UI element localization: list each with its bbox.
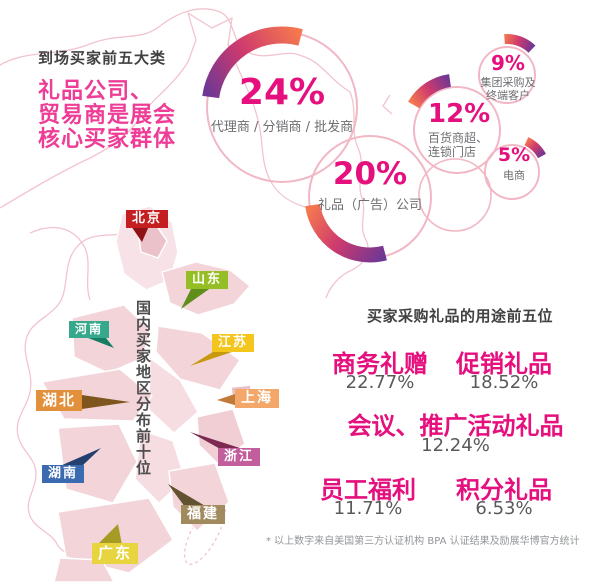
donut-12-percent: 12%: [428, 99, 491, 129]
donut-circle-5: [484, 144, 540, 200]
donut-24-percent: 24%: [238, 72, 326, 113]
map-outline-west-border: [16, 231, 137, 573]
donut-circle-9: [478, 46, 536, 104]
donut-arc-24: [202, 26, 303, 99]
province-tag-fujian: 福建: [181, 505, 225, 525]
section-kicker: 到场买家前五大类: [38, 49, 167, 67]
province-shape-anhui: [148, 357, 199, 434]
donut-9-block: 9% 集团采购及 终端客户: [472, 51, 544, 103]
donut-5-category: 电商: [503, 168, 525, 182]
province-tag-shandong: 山东: [186, 271, 229, 290]
province-tag-jiangsu: 江苏: [212, 334, 255, 353]
purpose-1-value: 22.77%: [345, 372, 415, 393]
map-vertical-title: 国内买家地区分布前十位: [134, 300, 152, 476]
donut-12-category-line2: 连锁门店: [428, 145, 477, 160]
tag-tail-fujian: [168, 484, 207, 507]
tag-tail-jiangsu: [190, 350, 238, 366]
donut-9-percent: 9%: [491, 51, 525, 75]
donut-20-category: 礼品（广告）公司: [317, 197, 422, 213]
purpose-2-name: 促销礼品: [456, 350, 552, 378]
map-outline-shanxi: [29, 226, 91, 301]
donut-arc-20: [305, 203, 387, 263]
headline-line-3: 核心买家群体: [38, 127, 177, 152]
donut-24-block: 24% 代理商 / 分销商 / 批发商: [207, 74, 357, 135]
purpose-3-value: 12.24%: [421, 435, 490, 456]
purposes-header: 买家采购礼品的用途前五位: [367, 307, 554, 325]
purpose-4-name: 员工福利: [320, 476, 416, 504]
province-tag-zhejiang: 浙江: [218, 448, 261, 467]
donut-24-category: 代理商 / 分销商 / 批发商: [210, 119, 354, 135]
province-tag-henan: 河南: [69, 321, 110, 339]
purpose-3-name: 会议、推广活动礼品: [347, 412, 564, 440]
donut-arc-5: [524, 137, 546, 159]
donut-12-category: 百货商超、 连锁门店: [428, 131, 508, 159]
tag-tail-shandong: [181, 287, 212, 309]
donut-9-category-line2: 终端客户: [486, 89, 530, 102]
donut-circle-12: [413, 86, 501, 174]
purpose-2-value: 18.52%: [469, 372, 539, 393]
headline-line-1: 礼品公司、: [38, 79, 154, 104]
headline-line-2: 贸易商是展会: [38, 103, 177, 128]
donut-5-block: 5% 电商: [478, 144, 550, 183]
purpose-5-name: 积分礼品: [456, 476, 552, 504]
map-outline-coast: [325, 91, 369, 299]
tag-tail-guangdong: [97, 524, 122, 545]
donut-arc-9: [504, 34, 536, 53]
province-shape-jiangsu: [155, 325, 241, 391]
province-tag-hunan: 湖南: [42, 465, 85, 484]
donut-circle-decorative: [418, 158, 492, 232]
tag-tail-hunan: [60, 448, 101, 466]
donut-12-category-line1: 百货商超、: [428, 131, 489, 146]
donut-9-category-line1: 集团采购及: [480, 76, 536, 89]
tag-tail-beijing: [131, 226, 149, 242]
data-source-footnote: * 以上数字来自美国第三方认证机构 BPA 认证结果及励展华博官方统计: [266, 536, 580, 547]
tag-tail-shanghai: [217, 393, 238, 406]
purpose-4-value: 11.71%: [333, 498, 403, 519]
province-shape-guangxi: [53, 557, 115, 582]
donut-9-category: 集团采购及 终端客户: [472, 76, 544, 102]
province-tag-hubei: 湖北: [36, 390, 83, 411]
tag-tail-zhejiang: [190, 432, 246, 450]
province-tag-guangdong: 广东: [92, 543, 139, 564]
headline: 礼品公司、 贸易商是展会 核心买家群体: [38, 80, 176, 152]
tag-tail-hubei: [82, 395, 130, 409]
purpose-5-value: 6.53%: [475, 498, 533, 519]
donut-20-percent: 20%: [332, 156, 408, 192]
province-tag-shanghai: 上海: [235, 389, 279, 409]
province-tag-beijing: 北京: [126, 210, 169, 229]
donut-5-percent: 5%: [497, 144, 531, 166]
map-outline-north-border: [0, 8, 351, 93]
map-outline-zigzag: [382, 94, 393, 115]
donut-12-block: 12% 百货商超、 连锁门店: [428, 99, 508, 159]
purpose-1-name: 商务礼赠: [332, 350, 428, 378]
map-outline-strokes: [0, 8, 393, 573]
map-outline-hebei-diagonal: [227, 44, 306, 208]
donut-20-block: 20% 礼品（广告）公司: [295, 158, 445, 213]
donut-gradient-arcs: [202, 26, 546, 263]
donut-arc-12: [408, 74, 452, 109]
